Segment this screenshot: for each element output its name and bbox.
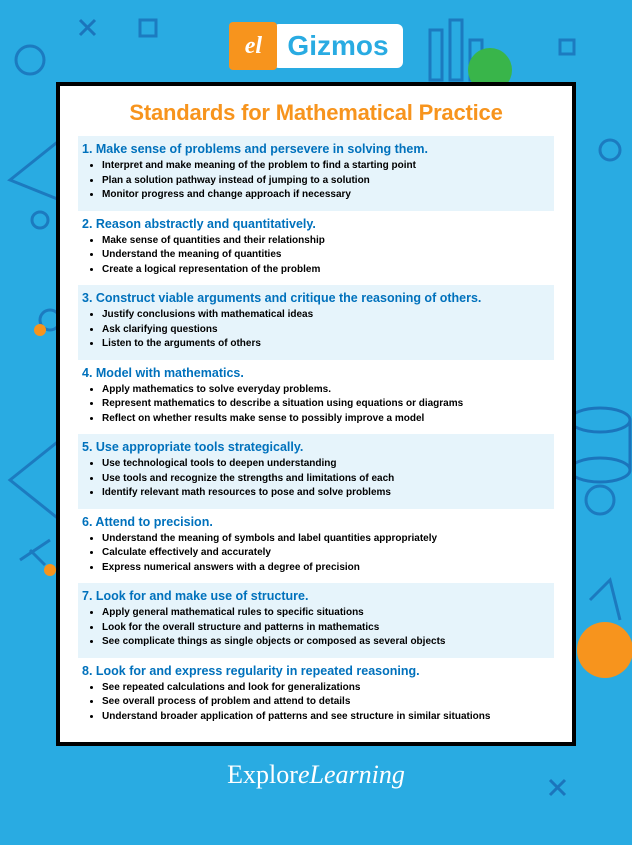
logo-text: Gizmos bbox=[273, 24, 402, 68]
standard-bullet: Plan a solution pathway instead of jumpi… bbox=[102, 174, 550, 189]
standard-bullet: Monitor progress and change approach if … bbox=[102, 188, 550, 203]
standard-bullets: Apply mathematics to solve everyday prob… bbox=[102, 383, 550, 427]
standard-title: 7. Look for and make use of structure. bbox=[82, 589, 550, 603]
standard-bullet: Use tools and recognize the strengths an… bbox=[102, 472, 550, 487]
standard-section: 6. Attend to precision. Understand the me… bbox=[78, 509, 554, 584]
standard-bullet: Express numerical answers with a degree … bbox=[102, 561, 550, 576]
standard-bullets: See repeated calculations and look for g… bbox=[102, 681, 550, 725]
standard-section: 7. Look for and make use of structure. Ap… bbox=[78, 583, 554, 658]
standard-bullet: Interpret and make meaning of the proble… bbox=[102, 159, 550, 174]
footer-part2: eLearning bbox=[298, 760, 405, 789]
standard-bullet: Understand the meaning of symbols and la… bbox=[102, 532, 550, 547]
standard-title: 4. Model with mathematics. bbox=[82, 366, 550, 380]
standard-bullet: Identify relevant math resources to pose… bbox=[102, 486, 550, 501]
standard-title: 2. Reason abstractly and quantitatively. bbox=[82, 217, 550, 231]
standard-section: 3. Construct viable arguments and critiq… bbox=[78, 285, 554, 360]
standard-bullets: Apply general mathematical rules to spec… bbox=[102, 606, 550, 650]
standard-bullet: Listen to the arguments of others bbox=[102, 337, 550, 352]
standard-section: 5. Use appropriate tools strategically. U… bbox=[78, 434, 554, 509]
standard-bullets: Justify conclusions with mathematical id… bbox=[102, 308, 550, 352]
standard-bullet: Look for the overall structure and patte… bbox=[102, 621, 550, 636]
logo-badge: el bbox=[229, 22, 277, 70]
standards-card: Standards for Mathematical Practice 1. M… bbox=[56, 82, 576, 746]
standard-bullet: Apply general mathematical rules to spec… bbox=[102, 606, 550, 621]
standard-bullet: Create a logical representation of the p… bbox=[102, 263, 550, 278]
standard-section: 2. Reason abstractly and quantitatively.… bbox=[78, 211, 554, 286]
standard-bullets: Use technological tools to deepen unders… bbox=[102, 457, 550, 501]
standard-bullets: Interpret and make meaning of the proble… bbox=[102, 159, 550, 203]
standard-title: 1. Make sense of problems and persevere … bbox=[82, 142, 550, 156]
standard-bullet: Use technological tools to deepen unders… bbox=[102, 457, 550, 472]
standard-bullets: Make sense of quantities and their relat… bbox=[102, 234, 550, 278]
standard-title: 8. Look for and express regularity in re… bbox=[82, 664, 550, 678]
standard-title: 3. Construct viable arguments and critiq… bbox=[82, 291, 550, 305]
standard-section: 4. Model with mathematics. Apply mathemat… bbox=[78, 360, 554, 435]
standard-bullet: Justify conclusions with mathematical id… bbox=[102, 308, 550, 323]
page-title: Standards for Mathematical Practice bbox=[78, 100, 554, 126]
standard-section: 8. Look for and express regularity in re… bbox=[78, 658, 554, 733]
standard-title: 5. Use appropriate tools strategically. bbox=[82, 440, 550, 454]
standard-bullet: Apply mathematics to solve everyday prob… bbox=[102, 383, 550, 398]
standard-bullets: Understand the meaning of symbols and la… bbox=[102, 532, 550, 576]
standard-bullet: Ask clarifying questions bbox=[102, 323, 550, 338]
standard-bullet: See complicate things as single objects … bbox=[102, 635, 550, 650]
footer-part1: Explor bbox=[227, 760, 298, 789]
standard-bullet: Reflect on whether results make sense to… bbox=[102, 412, 550, 427]
standard-bullet: See overall process of problem and atten… bbox=[102, 695, 550, 710]
standard-bullet: Make sense of quantities and their relat… bbox=[102, 234, 550, 249]
standard-bullet: See repeated calculations and look for g… bbox=[102, 681, 550, 696]
standard-section: 1. Make sense of problems and persevere … bbox=[78, 136, 554, 211]
logo: el Gizmos bbox=[216, 0, 416, 70]
footer-brand: ExploreLearning bbox=[0, 760, 632, 790]
standard-bullet: Calculate effectively and accurately bbox=[102, 546, 550, 561]
standard-bullet: Represent mathematics to describe a situ… bbox=[102, 397, 550, 412]
standard-title: 6. Attend to precision. bbox=[82, 515, 550, 529]
standard-bullet: Understand broader application of patter… bbox=[102, 710, 550, 725]
standard-bullet: Understand the meaning of quantities bbox=[102, 248, 550, 263]
